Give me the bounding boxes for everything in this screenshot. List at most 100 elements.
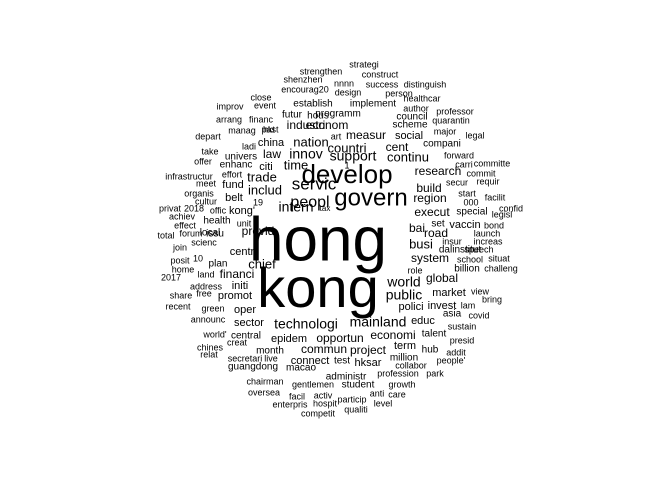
cloud-word: industri <box>287 118 326 132</box>
cloud-word: month <box>256 346 284 357</box>
cloud-word: activ <box>314 390 333 400</box>
cloud-word: sustain <box>448 321 477 331</box>
cloud-word: 2017 <box>161 272 181 282</box>
cloud-word: social <box>395 130 423 142</box>
cloud-word: oversea <box>248 387 280 397</box>
cloud-word: execut <box>414 205 450 219</box>
cloud-word: school <box>457 254 483 264</box>
cloud-word: financi <box>220 267 255 281</box>
cloud-word: view <box>471 286 490 296</box>
cloud-word: issu <box>206 229 224 240</box>
cloud-word: chief <box>248 256 276 271</box>
cloud-word: presid <box>450 335 475 345</box>
cloud-word: meet <box>196 178 217 188</box>
cloud-word: central <box>231 331 261 342</box>
cloud-word: qualiti <box>344 404 368 414</box>
cloud-word: infrastructur <box>165 171 213 181</box>
cloud-word: committe <box>474 158 511 168</box>
cloud-word: people' <box>437 355 466 365</box>
cloud-word: technologi <box>274 316 338 332</box>
cloud-word: asia <box>443 309 462 320</box>
cloud-word: scheme <box>392 120 427 131</box>
cloud-word: talent <box>422 329 447 340</box>
cloud-word: special <box>456 207 487 218</box>
cloud-word: arrang <box>216 114 242 124</box>
cloud-word: launch <box>474 228 501 238</box>
cloud-word: govern <box>334 184 407 211</box>
cloud-word: univers <box>225 152 257 163</box>
cloud-word: commit <box>467 168 496 178</box>
cloud-word: facil <box>289 391 305 401</box>
cloud-word: compani <box>423 139 461 150</box>
cloud-word: trade <box>247 169 277 184</box>
cloud-word: set <box>431 219 445 230</box>
cloud-word: park <box>426 368 444 378</box>
cloud-word: local <box>200 228 221 239</box>
cloud-word: legal <box>465 130 484 140</box>
cloud-word: administr <box>326 372 367 383</box>
cloud-word: support <box>330 148 377 164</box>
cloud-word: financ <box>249 114 274 124</box>
cloud-word: insur <box>442 236 462 246</box>
cloud-word: posit <box>170 255 190 265</box>
cloud-word: kong <box>257 256 378 319</box>
cloud-word: close <box>250 92 271 102</box>
cloud-word: professor <box>436 106 474 116</box>
cloud-word: effort <box>222 169 243 179</box>
cloud-word: author <box>403 103 429 113</box>
cloud-word: increas <box>473 236 503 246</box>
cloud-word: art <box>331 131 342 141</box>
cloud-word: innov <box>289 146 322 162</box>
cloud-word: live <box>264 353 278 363</box>
cloud-word: hous <box>307 111 329 122</box>
cloud-word: oper <box>234 304 256 316</box>
cloud-word: includ <box>248 182 282 197</box>
cloud-word: challeng <box>484 263 518 273</box>
cloud-word: carri <box>455 159 473 169</box>
cloud-word: ladi <box>242 141 256 151</box>
cloud-word: manag <box>228 125 256 135</box>
cloud-word: enterpris <box>272 399 308 409</box>
cloud-word: countri <box>327 140 366 155</box>
cloud-word: tax <box>320 204 331 213</box>
cloud-word: free <box>196 288 212 298</box>
cloud-word: opportun <box>316 331 363 345</box>
cloud-word: speech <box>464 244 493 254</box>
cloud-word: intern <box>278 199 313 215</box>
cloud-word: offic <box>210 205 227 215</box>
cloud-word: event <box>254 100 277 110</box>
cloud-word: billion <box>454 264 480 275</box>
cloud-word: gentlemen <box>292 379 334 389</box>
cloud-word: econom <box>306 118 349 132</box>
cloud-word: kong' <box>229 205 255 217</box>
cloud-word: strategi <box>349 59 379 69</box>
cloud-word: distinguish <box>404 79 447 89</box>
cloud-word: provid <box>242 224 275 238</box>
cloud-word: home <box>172 264 195 274</box>
cloud-word: competit <box>301 408 336 418</box>
cloud-word: china <box>258 137 285 149</box>
cloud-word: care <box>388 389 406 399</box>
cloud-word: encourag20 <box>281 84 329 94</box>
cloud-word: connect <box>291 355 330 367</box>
cloud-word: bai <box>409 221 425 235</box>
cloud-word: privat <box>159 203 182 213</box>
cloud-word: measur <box>346 128 386 142</box>
cloud-word: creat <box>227 337 248 347</box>
cloud-word: level <box>374 398 393 408</box>
cloud-word: 000 <box>463 197 478 207</box>
cloud-word: million <box>390 353 418 364</box>
cloud-word: global <box>426 271 458 285</box>
cloud-word: bond <box>484 220 504 230</box>
cloud-word: polici <box>398 301 423 313</box>
cloud-word: region <box>413 191 446 205</box>
cloud-word: law <box>263 147 281 161</box>
cloud-word: initi <box>232 280 249 292</box>
cloud-word: peopl <box>290 194 329 211</box>
cloud-word: person <box>385 88 413 98</box>
cloud-word: cultur <box>195 196 217 206</box>
cloud-word: invest <box>428 300 457 312</box>
cloud-word: vaccin <box>449 219 480 231</box>
cloud-word: scienc <box>191 237 217 247</box>
cloud-word: macao <box>286 363 316 374</box>
